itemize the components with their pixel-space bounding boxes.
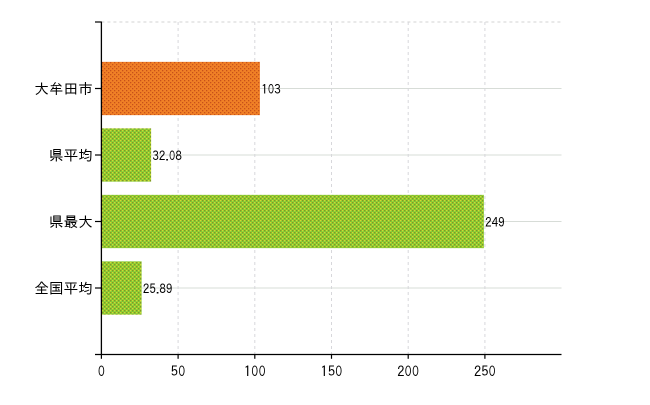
svg-text:103: 103 xyxy=(261,83,281,96)
svg-text:249: 249 xyxy=(485,216,505,229)
svg-text:200: 200 xyxy=(397,364,419,379)
svg-text:全国平均: 全国平均 xyxy=(34,281,92,296)
svg-text:32.08: 32.08 xyxy=(152,150,182,163)
svg-text:250: 250 xyxy=(474,364,496,379)
svg-text:県平均: 県平均 xyxy=(49,148,93,163)
svg-text:0: 0 xyxy=(98,364,105,379)
svg-text:100: 100 xyxy=(244,364,266,379)
svg-text:50: 50 xyxy=(171,364,186,379)
svg-text:大牟田市: 大牟田市 xyxy=(34,81,93,96)
svg-text:25.89: 25.89 xyxy=(143,283,172,296)
svg-text:県最大: 県最大 xyxy=(49,214,93,229)
svg-text:150: 150 xyxy=(321,364,343,379)
